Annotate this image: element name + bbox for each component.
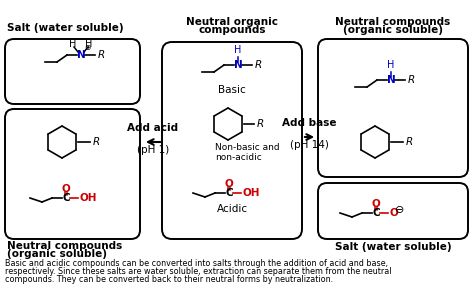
Text: Basic and acidic compounds can be converted into salts through the addition of a: Basic and acidic compounds can be conver… <box>5 259 388 268</box>
Text: respectively. Since these salts are water soluble, extraction can separate them : respectively. Since these salts are wate… <box>5 267 392 276</box>
Text: compounds. They can be converted back to their neutral forms by neutralization.: compounds. They can be converted back to… <box>5 275 333 284</box>
Text: O: O <box>390 208 399 218</box>
Text: Acidic: Acidic <box>217 204 247 214</box>
Text: OH: OH <box>243 188 261 198</box>
Text: OH: OH <box>80 193 98 203</box>
Text: N: N <box>387 75 395 85</box>
Text: H: H <box>85 39 93 49</box>
Text: compounds: compounds <box>198 25 266 35</box>
FancyBboxPatch shape <box>5 109 140 239</box>
Text: R: R <box>257 119 264 129</box>
Text: Salt (water soluble): Salt (water soluble) <box>7 23 124 33</box>
Text: Neutral compounds: Neutral compounds <box>7 241 122 251</box>
Text: Neutral organic: Neutral organic <box>186 17 278 27</box>
Text: R: R <box>98 50 105 60</box>
Text: N: N <box>77 50 85 60</box>
Text: C: C <box>372 208 380 218</box>
Text: Neutral compounds: Neutral compounds <box>336 17 451 27</box>
Text: H: H <box>69 39 77 49</box>
Text: Non-basic and
non-acidic: Non-basic and non-acidic <box>215 143 280 162</box>
Text: R: R <box>406 137 413 147</box>
Text: ⊕: ⊕ <box>84 43 90 53</box>
Text: (pH 1): (pH 1) <box>137 145 169 155</box>
Text: R: R <box>408 75 415 85</box>
Text: Add base: Add base <box>282 118 336 128</box>
FancyBboxPatch shape <box>318 183 468 239</box>
Text: Basic: Basic <box>218 85 246 95</box>
Text: N: N <box>234 60 242 70</box>
Text: (organic soluble): (organic soluble) <box>7 249 107 259</box>
Text: (organic soluble): (organic soluble) <box>343 25 443 35</box>
Text: C: C <box>62 193 70 203</box>
Text: Add acid: Add acid <box>128 123 179 133</box>
FancyBboxPatch shape <box>162 42 302 239</box>
Text: R: R <box>255 60 262 70</box>
Text: (pH 14): (pH 14) <box>290 140 328 150</box>
Text: H: H <box>234 45 242 55</box>
FancyBboxPatch shape <box>318 39 468 177</box>
Text: O: O <box>372 199 380 209</box>
Text: O: O <box>62 184 70 194</box>
Text: Salt (water soluble): Salt (water soluble) <box>335 242 451 252</box>
Text: C: C <box>225 188 233 198</box>
Text: R: R <box>93 137 100 147</box>
Text: ⊖: ⊖ <box>395 205 405 215</box>
FancyBboxPatch shape <box>5 39 140 104</box>
Text: H: H <box>387 60 395 70</box>
Text: O: O <box>225 179 233 189</box>
